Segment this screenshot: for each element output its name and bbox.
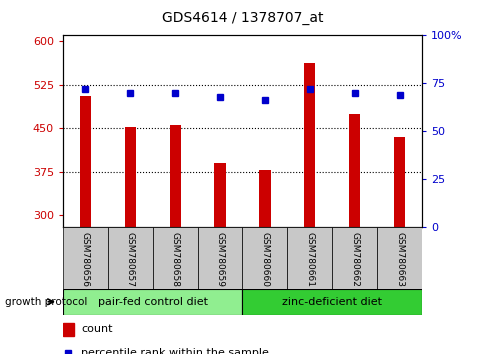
Text: GSM780657: GSM780657 [125,232,135,286]
Text: percentile rank within the sample: percentile rank within the sample [81,348,268,354]
Text: GSM780663: GSM780663 [394,232,403,286]
Text: GDS4614 / 1378707_at: GDS4614 / 1378707_at [162,11,322,25]
Bar [197,227,242,289]
Bar [124,127,136,227]
Bar [303,63,315,227]
Bar [242,227,287,289]
Bar [107,227,152,289]
Bar [169,125,181,227]
Bar [63,289,242,315]
Bar [393,137,404,227]
Bar [332,227,376,289]
Text: count: count [81,324,112,334]
Text: GSM780662: GSM780662 [349,232,359,286]
Text: GSM780659: GSM780659 [215,232,224,286]
Bar [242,289,421,315]
Text: GSM780656: GSM780656 [81,232,90,286]
Text: pair-fed control diet: pair-fed control diet [98,297,207,307]
Bar [63,227,107,289]
Bar [376,227,421,289]
Bar [287,227,332,289]
Text: growth protocol: growth protocol [5,297,87,307]
Bar [214,163,225,227]
Text: GSM780661: GSM780661 [304,232,314,286]
Text: GSM780660: GSM780660 [260,232,269,286]
Text: GSM780658: GSM780658 [170,232,180,286]
Bar [63,323,74,336]
Bar [259,170,270,227]
Bar [80,96,91,227]
Bar [348,114,360,227]
Text: zinc-deficient diet: zinc-deficient diet [282,297,381,307]
Bar [152,227,197,289]
